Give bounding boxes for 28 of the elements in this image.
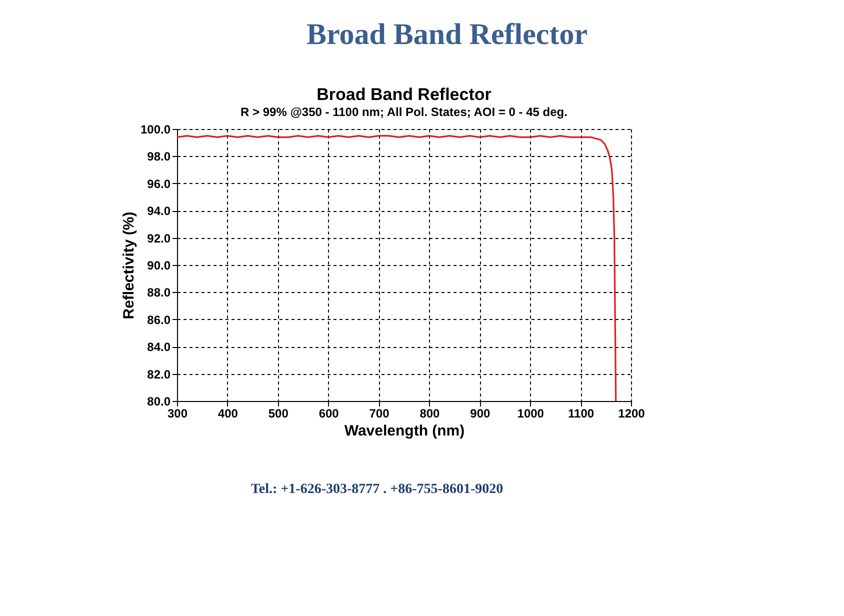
- x-tick-label: 1000: [517, 406, 544, 420]
- y-axis-title: Reflectivity (%): [120, 212, 138, 320]
- y-tick-label: 84.0: [147, 340, 171, 354]
- x-tick-label: 1100: [568, 406, 594, 420]
- x-tick-label: 500: [268, 406, 289, 420]
- text: Broad Band Reflector: [306, 18, 588, 51]
- y-tick-label: 82.0: [147, 367, 171, 382]
- x-tick-label: 800: [420, 406, 440, 420]
- chart-subtitle: R > 99% @350 - 1100 nm; All Pol. States; AOI = 0 - 45 deg.: [240, 105, 568, 119]
- y-tick-label: 88.0: [147, 286, 171, 300]
- y-tick-label: 80.0: [147, 394, 171, 408]
- y-tick-label: 96.0: [147, 176, 171, 191]
- x-axis-title: Wavelength (nm): [344, 422, 465, 440]
- text: Tel.: +1-626-303-8777 . +86-755-8601-9020: [250, 482, 504, 497]
- x-tick-label: 900: [470, 406, 490, 420]
- y-tick-label: 86.0: [147, 312, 171, 327]
- x-tick-label: 1200: [618, 406, 646, 420]
- chart-title: Broad Band Reflector: [316, 85, 492, 104]
- y-tick-label: 90.0: [147, 258, 171, 272]
- line-series: [176, 135, 617, 402]
- x-tick-label: 700: [369, 406, 390, 420]
- y-tick-label: 100.0: [140, 122, 171, 136]
- y-tick-label: 98.0: [147, 150, 171, 164]
- x-tick-label: 600: [318, 406, 340, 420]
- x-tick-label: 400: [218, 406, 238, 420]
- y-tick-label: 92.0: [147, 231, 171, 246]
- x-tick-label: 300: [167, 406, 188, 420]
- y-tick-label: 94.0: [147, 204, 171, 218]
